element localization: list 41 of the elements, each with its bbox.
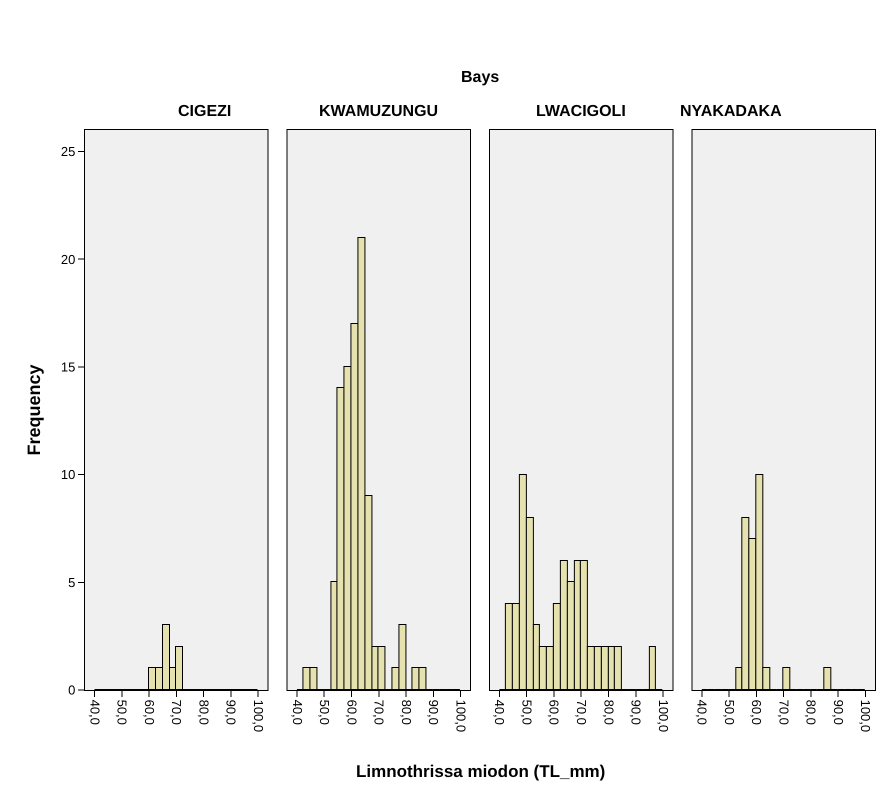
x-tick-label: 40,0	[290, 700, 305, 725]
y-tick-label: 25	[60, 144, 76, 160]
x-tick-label: 40,0	[694, 700, 710, 725]
chart-title: NYAKADAKA	[680, 103, 782, 120]
chart-title: KWAMUZUNGU	[319, 103, 438, 120]
y-tick-label: 5	[68, 574, 76, 590]
text: Bays	[461, 69, 500, 86]
x-tick-label: 60,0	[749, 700, 764, 725]
x-tick-label: 60,0	[344, 700, 360, 725]
y-tick-label: 15	[60, 359, 76, 374]
x-tick-label: 50,0	[317, 700, 332, 725]
x-tick-label: 80,0	[804, 700, 819, 725]
x-tick-label: 70,0	[574, 700, 589, 725]
x-tick-label: 90,0	[628, 700, 644, 725]
y-tick-label: 0	[68, 682, 76, 698]
x-tick-label: 90,0	[224, 700, 239, 725]
x-tick-label: 90,0	[830, 700, 846, 725]
x-tick-label: 80,0	[601, 700, 616, 725]
x-tick-label: 100,0	[453, 700, 468, 732]
x-tick-label: 70,0	[169, 700, 184, 725]
x-tick-label: 80,0	[196, 700, 212, 725]
x-tick-label: 100,0	[250, 700, 266, 732]
chart-title: LWACIGOLI	[536, 103, 626, 120]
x-tick-label: 50,0	[519, 700, 534, 725]
x-tick-label: 70,0	[776, 700, 792, 725]
x-tick-label: 70,0	[372, 700, 387, 725]
x-tick-label: 40,0	[87, 700, 102, 725]
x-tick-label: 50,0	[114, 700, 130, 725]
x-tick-label: 100,0	[858, 700, 874, 732]
x-tick-label: 40,0	[492, 700, 508, 725]
x-tick-label: 90,0	[426, 700, 442, 725]
x-tick-label: 60,0	[546, 700, 562, 725]
y-axis-title: Frequency	[24, 364, 44, 456]
chart-title: CIGEZI	[178, 103, 232, 120]
x-tick-label: 100,0	[656, 700, 671, 732]
x-tick-label: 50,0	[722, 700, 737, 725]
y-tick-label: 20	[60, 252, 76, 267]
y-tick-label: 10	[60, 467, 76, 482]
x-tick-label: 80,0	[398, 700, 414, 725]
x-tick-label: 60,0	[142, 700, 157, 725]
x-axis-title: Limnothrissa miodon (TL_mm)	[356, 762, 606, 781]
